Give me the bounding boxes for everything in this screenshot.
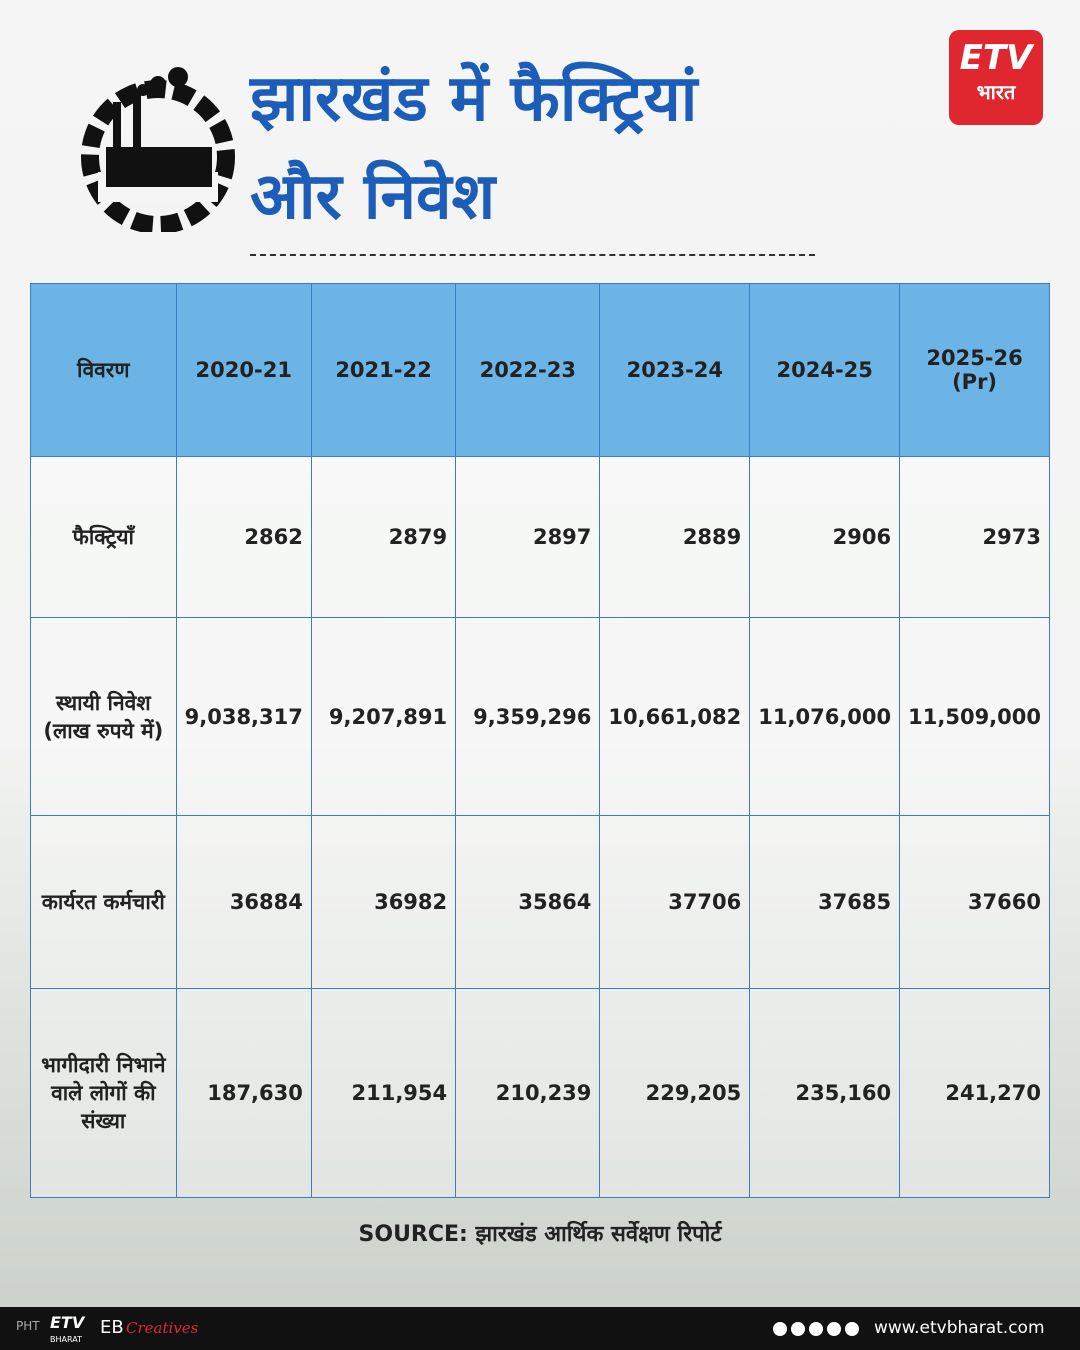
table-row: भागीदारी निभाने वाले लोगों की संख्या 187,… bbox=[30, 988, 1050, 1198]
footer: PHT ETV BHARAT EB Creatives www.etvbhara… bbox=[0, 1307, 1080, 1350]
logo-name: भारत bbox=[976, 80, 1016, 104]
side-text: PHT bbox=[16, 1319, 40, 1333]
value-cell: 211,954 bbox=[310, 988, 457, 1198]
logo: ETV भारत bbox=[949, 30, 1043, 125]
footer-logo: ETV bbox=[50, 1313, 85, 1332]
value-cell: 187,630 bbox=[175, 988, 312, 1198]
row-label: फैक्ट्रियाँ bbox=[30, 456, 177, 618]
value-cell: 36982 bbox=[310, 815, 457, 989]
value-cell: 2897 bbox=[455, 456, 601, 618]
header-cell: 2022-23 bbox=[455, 283, 601, 457]
header-row: विवरण 2020-21 2021-22 2022-23 2023-24 2024-25… bbox=[30, 283, 1050, 457]
header-cell: विवरण bbox=[30, 283, 177, 457]
value-cell: 241,270 bbox=[899, 988, 1050, 1198]
brand-script: Creatives bbox=[126, 1319, 199, 1337]
value-cell: 37660 bbox=[899, 815, 1050, 989]
header-cell: 2024-25 bbox=[749, 283, 901, 457]
table-row: फैक्ट्रियाँ 2862 2879 2897 2889 2906 2973 bbox=[30, 456, 1050, 618]
value-cell: 37685 bbox=[749, 815, 901, 989]
factory-icon bbox=[81, 67, 235, 232]
footer-logo-sub: BHARAT bbox=[50, 1335, 82, 1344]
value-cell: 37706 bbox=[599, 815, 751, 989]
header-cell: 2020-21 bbox=[175, 283, 312, 457]
social-icons bbox=[773, 1322, 859, 1336]
row-label: स्थायी निवेश (लाख रुपये में) bbox=[30, 617, 177, 816]
row-label: कार्यरत कर्मचारी bbox=[30, 815, 177, 989]
value-cell: 2973 bbox=[899, 456, 1050, 618]
value-cell: 36884 bbox=[175, 815, 312, 989]
title: और निवेश bbox=[250, 160, 496, 234]
header-cell: 2021-22 bbox=[310, 283, 457, 457]
brand: EB bbox=[100, 1317, 124, 1338]
value-cell: 210,239 bbox=[455, 988, 601, 1198]
value-cell: 2879 bbox=[310, 456, 457, 618]
title: झारखंड में फैक्ट्रियां bbox=[250, 62, 698, 136]
header-cell: 2025-26 (Pr) bbox=[899, 283, 1050, 457]
value-cell: 11,509,000 bbox=[899, 617, 1050, 816]
value-cell: 9,207,891 bbox=[310, 617, 457, 816]
value-cell: 9,359,296 bbox=[455, 617, 601, 816]
source: SOURCE: झारखंड आर्थिक सर्वेक्षण रिपोर्ट bbox=[358, 1222, 722, 1247]
value-cell: 9,038,317 bbox=[175, 617, 312, 816]
row-label: भागीदारी निभाने वाले लोगों की संख्या bbox=[30, 988, 177, 1198]
table-row: स्थायी निवेश (लाख रुपये में) 9,038,317 9,2… bbox=[30, 617, 1050, 816]
url: www.etvbharat.com bbox=[874, 1318, 1045, 1338]
value-cell: 2906 bbox=[749, 456, 901, 618]
logo-mark: ETV bbox=[959, 38, 1033, 78]
data-table: विवरण 2020-21 2021-22 2022-23 2023-24 2024-25… bbox=[30, 283, 1050, 1198]
value-cell: 235,160 bbox=[749, 988, 901, 1198]
divider bbox=[250, 254, 815, 256]
table-row: कार्यरत कर्मचारी 36884 36982 35864 37706 3768… bbox=[30, 815, 1050, 989]
value-cell: 2862 bbox=[175, 456, 312, 618]
value-cell: 10,661,082 bbox=[599, 617, 751, 816]
value-cell: 11,076,000 bbox=[749, 617, 901, 816]
value-cell: 35864 bbox=[455, 815, 601, 989]
header-cell: 2023-24 bbox=[599, 283, 751, 457]
value-cell: 2889 bbox=[599, 456, 751, 618]
value-cell: 229,205 bbox=[599, 988, 751, 1198]
